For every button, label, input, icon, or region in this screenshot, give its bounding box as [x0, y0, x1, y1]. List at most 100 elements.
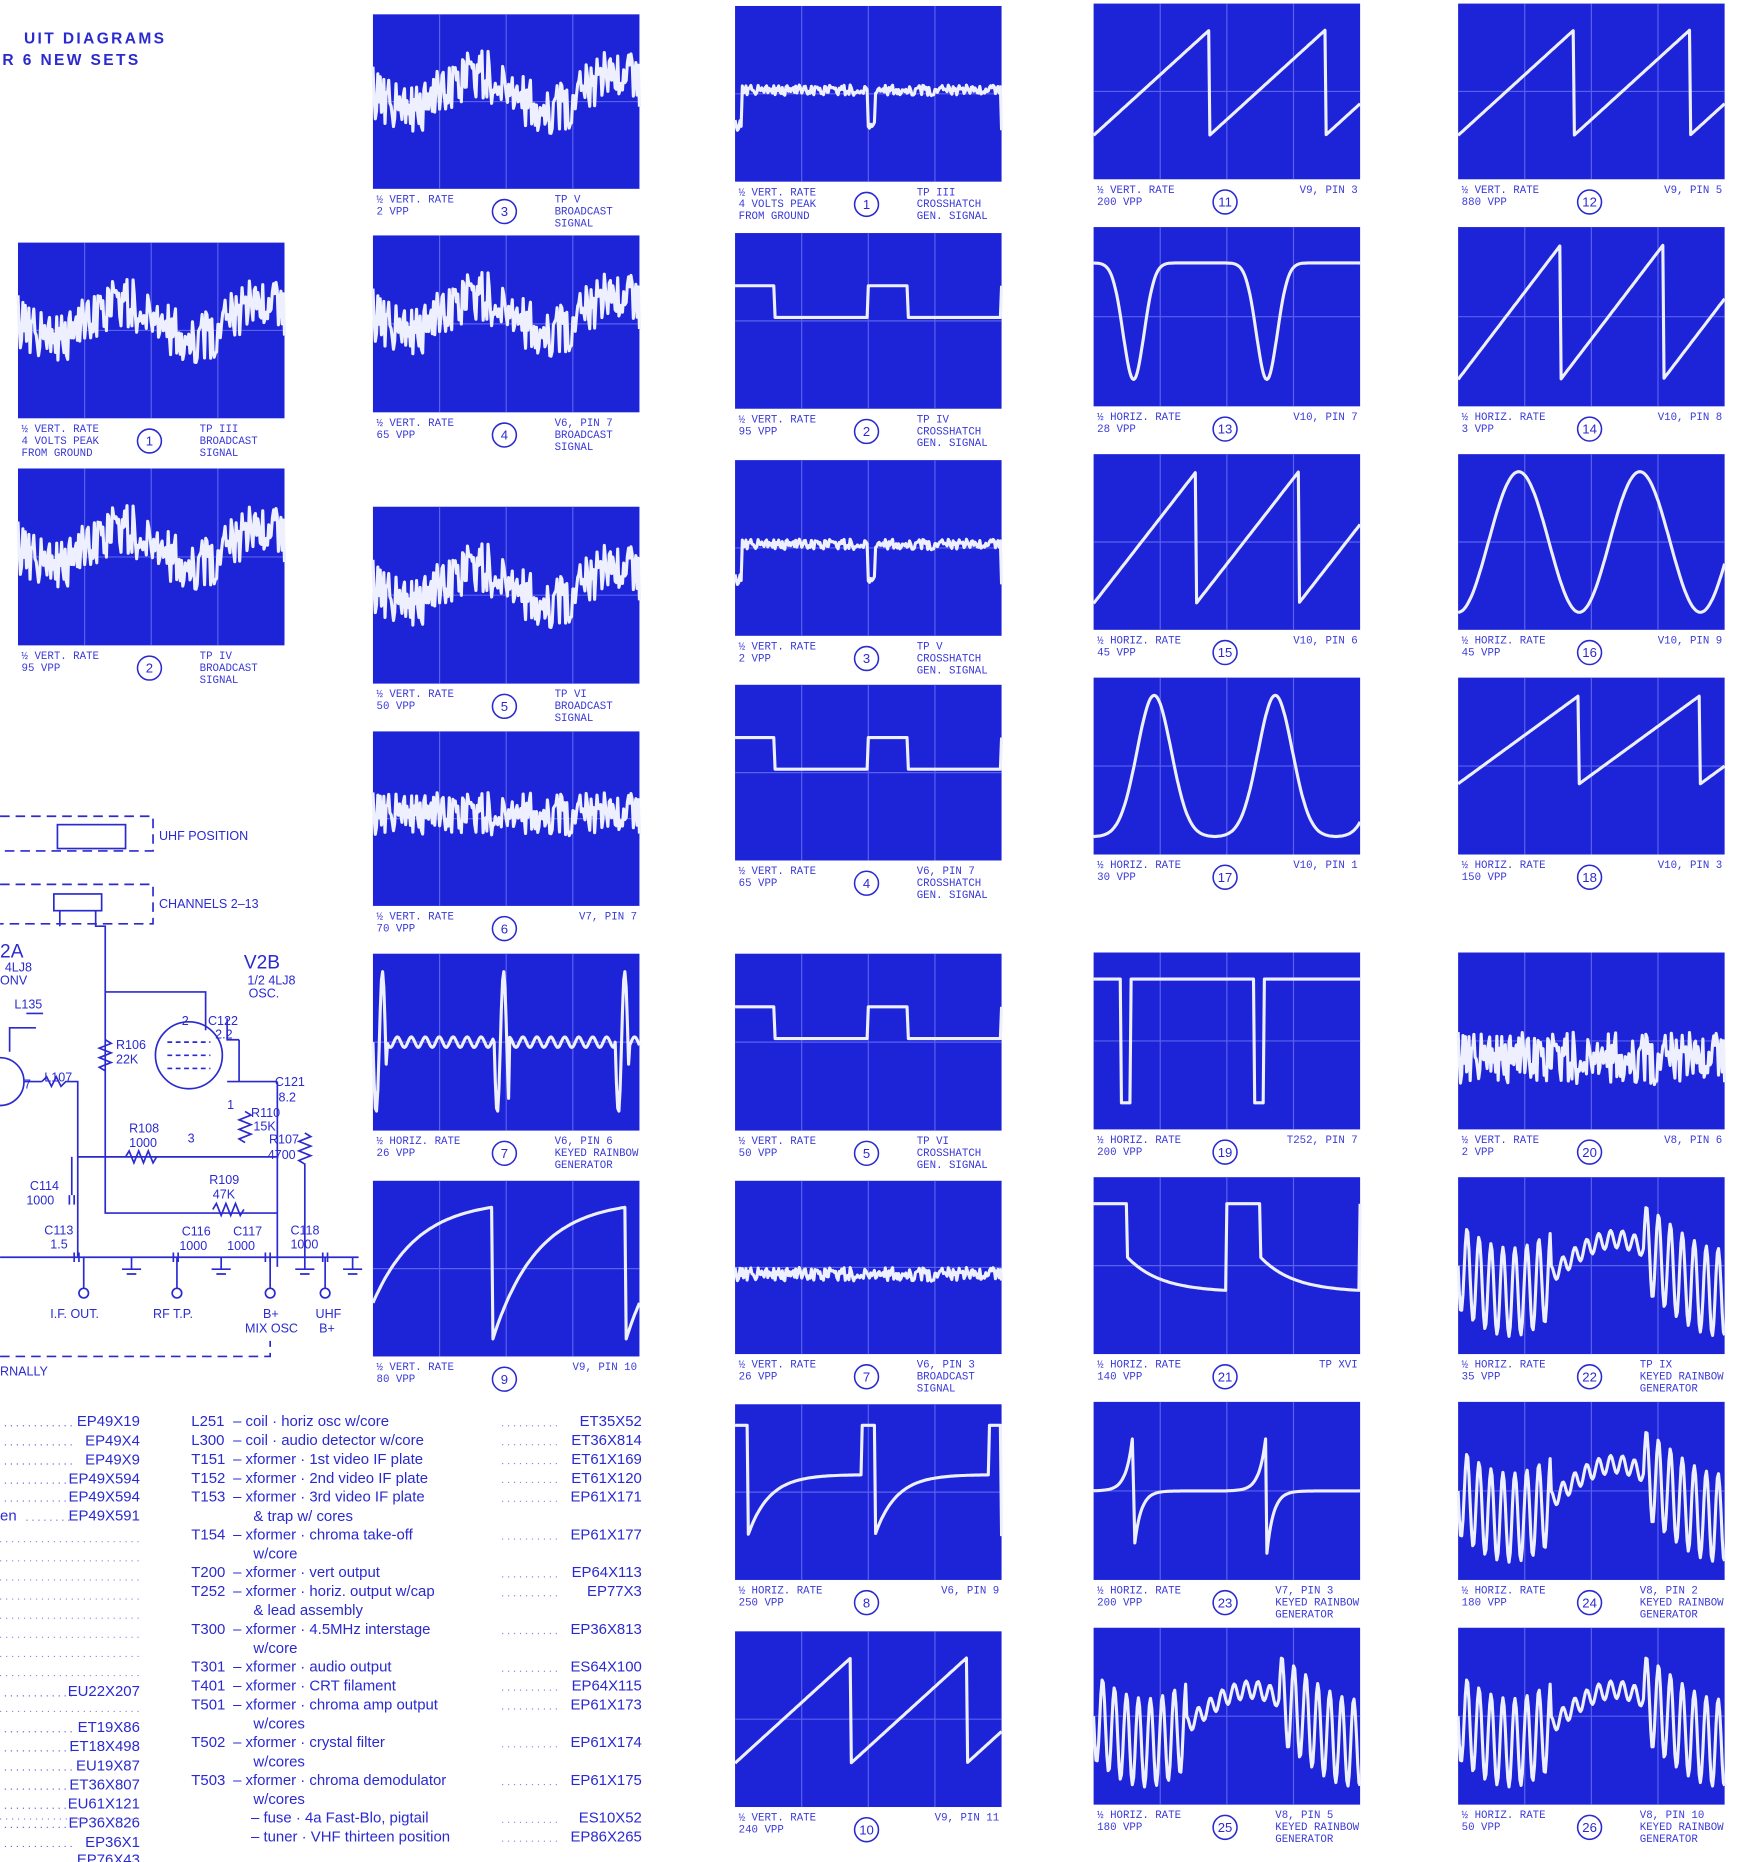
scope-level: 2 VPP [377, 206, 409, 218]
scope-rate: ½ HORIZ. RATE [1462, 1360, 1546, 1372]
schematic-label: 8.2 [279, 1091, 296, 1105]
scope-rate: ½ VERT. RATE [377, 689, 454, 701]
part-desc: – fuse · 4a Fast-Blo, pigtail [251, 1810, 428, 1827]
number-circle [491, 693, 518, 720]
scope-number: 14 [1582, 422, 1597, 437]
scope-rate: ½ HORIZ. RATE [1097, 1135, 1181, 1147]
waveform-trace [371, 791, 642, 838]
scope-label: BROADCAST [555, 206, 614, 218]
part-number: EP49X591 [69, 1508, 140, 1525]
part-desc: w/core [252, 1640, 297, 1657]
scope-label: CROSSHATCH [917, 426, 982, 438]
number-circle [491, 1366, 518, 1392]
scope-number: 3 [863, 651, 870, 666]
part-number: EU61X121 [68, 1796, 140, 1813]
part-desc: – xformer · CRT filament [233, 1677, 397, 1694]
scope-rate: ½ VERT. RATE [739, 866, 816, 878]
part-ref: T401 [191, 1677, 225, 1694]
scope-level: 140 VPP [1097, 1372, 1142, 1384]
number-circle [853, 1817, 880, 1843]
part-desc: – xformer · horiz. output w/cap [233, 1583, 435, 1600]
part-ref: T154 [191, 1526, 225, 1543]
waveform-trace [1457, 694, 1726, 786]
schematic-label: I.F. OUT. [50, 1307, 99, 1321]
scope-rate: ½ HORIZ. RATE [1097, 860, 1181, 872]
part-number: EP49X594 [69, 1488, 140, 1505]
schematic-label: L135 [14, 997, 42, 1011]
scope-label: TP IX [1640, 1360, 1673, 1372]
schematic-label: B+ [263, 1307, 279, 1321]
waveform-trace [733, 537, 1004, 586]
number-circle [136, 428, 163, 454]
waveform-trace [733, 83, 1004, 132]
scope-label: KEYED RAINBOW [1640, 1822, 1724, 1834]
part-ref: L251 [191, 1413, 224, 1430]
scope-label: TP V [555, 194, 581, 206]
scope-number: 1 [863, 197, 870, 212]
scope-rate: ½ VERT. RATE [377, 418, 454, 430]
scope-rate: ½ VERT. RATE [739, 187, 816, 199]
scope-number: 5 [501, 699, 508, 714]
part-number: EP61X171 [570, 1489, 641, 1506]
scope-level: 95 VPP [22, 663, 61, 675]
schematic-label: MIX OSC [245, 1321, 298, 1335]
scope-level: 2 VPP [739, 653, 771, 665]
schematic-label: R108 [129, 1122, 159, 1136]
waveform-trace [1092, 1656, 1362, 1789]
schematic-label: 15K [253, 1119, 276, 1133]
scope-label: KEYED RAINBOW [1640, 1372, 1724, 1384]
waveform-trace [1457, 28, 1726, 137]
part-number: ES64X100 [570, 1659, 641, 1676]
waveform-trace [371, 970, 641, 1113]
schematic-label: 1000 [227, 1239, 255, 1253]
schematic-label: R107 [269, 1132, 299, 1146]
waveform-trace [734, 1423, 1004, 1537]
scope-label: BROADCAST [555, 701, 614, 713]
scope-label: CROSSHATCH [917, 653, 982, 665]
schematic-label: C122 [208, 1014, 238, 1028]
scope-level: 150 VPP [1462, 872, 1507, 884]
part-number: EP61X173 [570, 1696, 641, 1713]
scope-number: 9 [501, 1372, 508, 1387]
scope-label: GENERATOR [1640, 1384, 1699, 1396]
part-ref: T502 [191, 1734, 225, 1751]
waveform-trace [733, 1265, 1004, 1283]
part-desc: w/cores [252, 1715, 304, 1732]
scope-label: KEYED RAINBOW [1275, 1822, 1359, 1834]
scope-label: CROSSHATCH [917, 199, 982, 211]
scope-number: 20 [1582, 1145, 1597, 1160]
part-desc: en [0, 1508, 17, 1525]
scope-label: GEN. SIGNAL [917, 1160, 988, 1172]
number-circle [1212, 189, 1238, 215]
waveform-trace [734, 1005, 1004, 1041]
part-desc: – xformer · chroma amp output [233, 1696, 439, 1713]
scope-number: 3 [501, 204, 508, 219]
scope-level: FROM GROUND [739, 211, 810, 223]
waveform-trace [734, 284, 1004, 319]
waveform-trace [1093, 1202, 1362, 1292]
scope-level: 180 VPP [1462, 1598, 1507, 1610]
scope-label: V7, PIN 7 [579, 912, 637, 924]
number-circle [1212, 1139, 1238, 1165]
schematic-label: C121 [275, 1075, 305, 1089]
schematic-label: 1000 [129, 1136, 157, 1150]
scope-number: 6 [501, 921, 508, 936]
scope-label: SIGNAL [917, 1384, 956, 1396]
scope-number: 26 [1582, 1820, 1597, 1835]
schematic-label: 1000 [179, 1239, 207, 1253]
schematic-wiring [0, 815, 363, 1358]
number-circle [491, 422, 518, 448]
waveform-trace [1093, 977, 1361, 1105]
number-circle [1576, 1589, 1603, 1616]
